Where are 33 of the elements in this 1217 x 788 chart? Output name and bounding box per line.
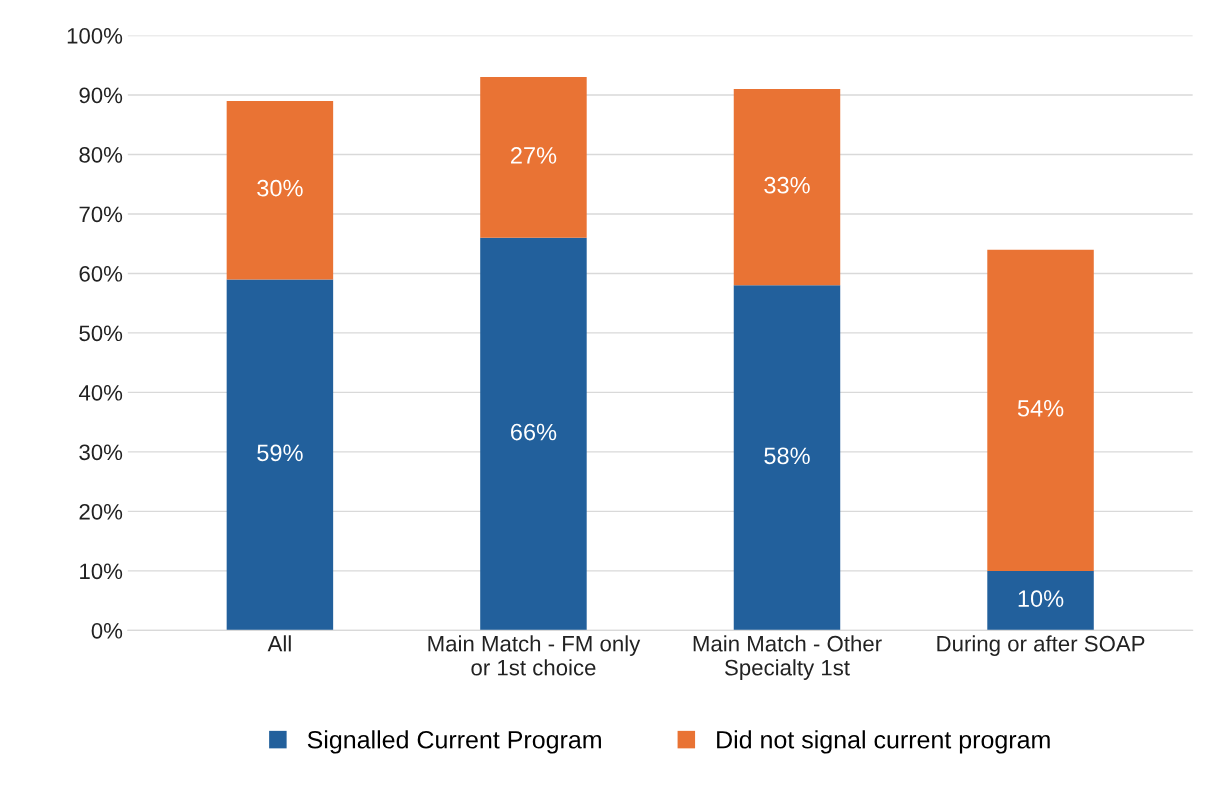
y-tick-label: 30% <box>79 444 123 461</box>
legend-label: Did not signal current program <box>717 730 1050 754</box>
bar <box>733 89 841 286</box>
bar <box>480 77 587 238</box>
y-tick-label: 10% <box>80 563 123 580</box>
x-tick-label: All <box>267 635 291 652</box>
y-tick-label: 90% <box>79 87 123 104</box>
bar <box>226 100 334 280</box>
bar <box>987 249 1094 571</box>
data-label: 58% <box>764 447 810 465</box>
y-tick-label: 100% <box>67 27 123 44</box>
x-tick-label: Main Match - FM only or 1st choice <box>428 635 641 676</box>
data-label: 10% <box>1018 590 1064 607</box>
data-label: 54% <box>1017 399 1064 417</box>
data-label: 59% <box>257 444 303 462</box>
y-tick-label: 60% <box>79 265 123 282</box>
bar <box>480 237 587 631</box>
y-tick-label: 80% <box>79 146 123 163</box>
data-label: 27% <box>511 147 557 164</box>
bar <box>733 285 841 631</box>
data-label: 33% <box>764 176 810 194</box>
data-label: 66% <box>511 423 557 441</box>
y-tick-label: 0% <box>91 622 123 639</box>
y-tick-label: 20% <box>79 503 123 520</box>
bar <box>226 279 334 631</box>
x-tick-label: Main Match - Other Specialty 1st <box>693 635 882 680</box>
y-tick-label: 70% <box>79 206 123 223</box>
legend-label: Signalled Current Program <box>307 730 601 754</box>
y-tick-label: 50% <box>79 325 123 342</box>
data-label: 30% <box>257 179 303 197</box>
y-tick-label: 40% <box>78 384 123 401</box>
bar <box>987 570 1094 631</box>
x-tick-label: During or after SOAP <box>937 635 1145 656</box>
